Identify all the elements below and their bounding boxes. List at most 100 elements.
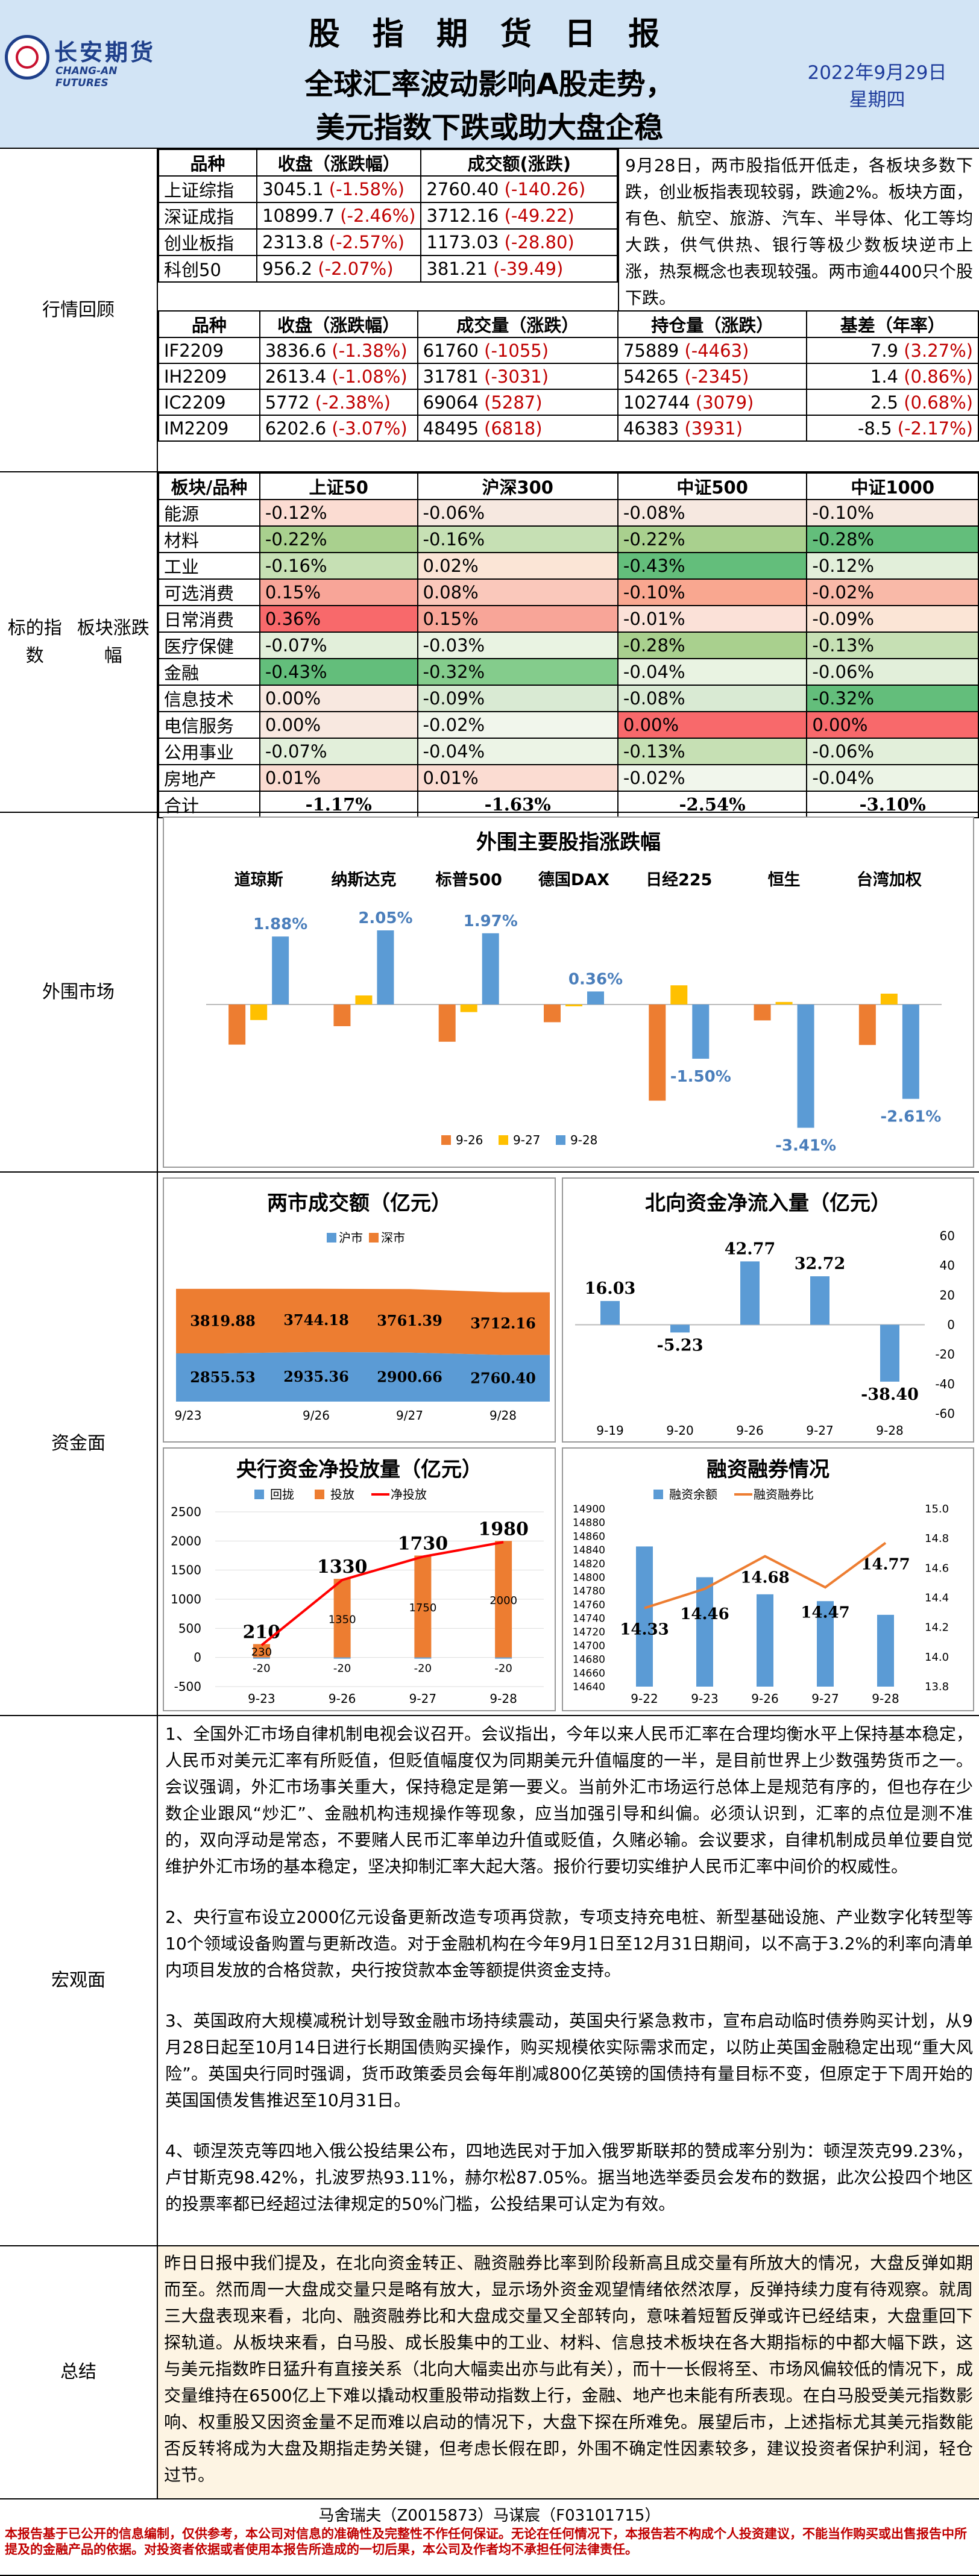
bar-融资余额	[696, 1577, 713, 1687]
bar-9-26	[544, 1004, 561, 1023]
data-label: 2900.66	[377, 1368, 442, 1385]
volume-value: 48495	[423, 418, 479, 439]
table-row: 信息技术 0.00% -0.09% -0.08% -0.32%	[158, 685, 979, 712]
sector-change: 0.01%	[259, 764, 418, 792]
chart-title: 外围主要股指涨跌幅	[476, 830, 661, 854]
oi-change: (3079)	[695, 392, 754, 413]
sector-change: 0.08%	[417, 578, 619, 606]
sector-name: 医疗保健	[158, 631, 260, 659]
report-date: 2022年9月29日	[807, 62, 947, 84]
sector-change: -0.08%	[617, 685, 808, 712]
headline-line1: 全球汇率波动影响A股走势，	[304, 67, 675, 101]
sector-name: 金融	[158, 658, 260, 686]
y-tick-label-left: 14760	[573, 1599, 605, 1611]
total-change: -1.63%	[417, 791, 619, 818]
contract-close: 5772 (-2.38%)	[259, 389, 418, 416]
legend-swatch	[556, 1135, 565, 1145]
amount-value: 1173.03	[426, 232, 499, 252]
contract-oi: 75889 (-4463)	[617, 337, 808, 364]
table-row: IF2209 3836.6 (-1.38%) 61760 (-1055) 75889 …	[158, 337, 979, 364]
sector-change: -0.12%	[806, 552, 979, 580]
sector-change: 0.02%	[417, 552, 619, 580]
y-tick-label: 1000	[171, 1592, 201, 1606]
data-label: -3.41%	[775, 1137, 836, 1155]
basis-rate: (-2.17%)	[897, 418, 973, 439]
legend-swatch	[327, 1233, 336, 1243]
contract-volume: 48495 (6818)	[417, 415, 619, 442]
table-header: 成交额(涨跌)	[420, 149, 618, 177]
amount-change: (-49.22)	[504, 205, 574, 226]
sector-name: 可选消费	[158, 578, 260, 606]
oi-change: (-2345)	[684, 366, 749, 387]
change-pct: (-2.57%)	[329, 232, 405, 252]
category-label: 恒生	[768, 871, 801, 889]
bar	[810, 1276, 829, 1325]
oi-value: 75889	[623, 340, 679, 361]
chart-title: 两市成交额（亿元）	[267, 1191, 452, 1215]
close-value: 5772	[265, 392, 310, 413]
sector-change: -0.32%	[417, 658, 619, 686]
x-tick-label: 9-23	[248, 1691, 275, 1706]
y-tick-label-right: 14.2	[925, 1622, 949, 1634]
data-label: 0.36%	[568, 970, 623, 988]
data-label: -1.50%	[670, 1068, 731, 1086]
volume-change: (-1055)	[484, 340, 549, 361]
sector-name: 能源	[158, 499, 260, 527]
legend-swatch	[369, 1233, 379, 1243]
sector-change: -0.07%	[259, 738, 418, 765]
y-tick-label-right: 15.0	[925, 1503, 949, 1515]
sector-change: -0.04%	[417, 738, 619, 765]
bar-9-26	[333, 1004, 351, 1026]
category-label: 日经225	[646, 870, 712, 889]
sector-change: -0.28%	[806, 525, 979, 553]
ratio-label: 14.47	[801, 1603, 849, 1622]
basis-value: 2.5	[870, 392, 899, 413]
net-label: 210	[243, 1622, 281, 1643]
y-tick-label: 1500	[171, 1563, 201, 1578]
sector-name: 工业	[158, 552, 260, 580]
y-tick-label: 0	[947, 1318, 955, 1332]
amount-value: 3712.16	[426, 205, 499, 226]
close-value: 3836.6	[265, 340, 327, 361]
bar	[600, 1301, 620, 1325]
sector-change: 0.00%	[617, 711, 808, 739]
y-tick-label-right: 13.8	[925, 1681, 949, 1693]
ratio-label: 14.46	[680, 1605, 729, 1623]
change-pct: (-3.07%)	[332, 418, 408, 439]
data-label: -20	[414, 1662, 432, 1675]
sector-label-line1: 标的指数	[7, 617, 62, 666]
sector-change: 0.00%	[806, 711, 979, 739]
northbound-chart-panel: 北向资金净流入量（亿元） 60 40 20 0 -20 -40 -60 16.03 9-19 -5.…	[562, 1177, 974, 1443]
sector-change: -0.01%	[617, 605, 808, 633]
logo-emblem-icon	[5, 35, 49, 80]
sector-change: -0.02%	[617, 764, 808, 792]
bar-融资余额	[757, 1594, 773, 1687]
bar-9-26	[754, 1004, 771, 1021]
bar-融资余额	[817, 1601, 834, 1687]
bar-9-27	[880, 994, 898, 1004]
bar	[880, 1324, 899, 1382]
table-header: 持仓量（涨跌）	[617, 310, 808, 338]
data-label: 2760.40	[470, 1369, 536, 1387]
y-tick-label-left: 14700	[573, 1640, 605, 1652]
table-row: IH2209 2613.4 (-1.08%) 31781 (-3031) 54265 …	[158, 363, 979, 390]
bar-9-27	[250, 1004, 268, 1020]
bar	[670, 1324, 690, 1333]
bar-9-27	[355, 995, 373, 1004]
sector-change: -0.09%	[417, 685, 619, 712]
section-label-summary: 总结	[0, 2246, 158, 2498]
legend-swatch	[254, 1490, 264, 1499]
x-tick-label: 9-19	[596, 1423, 623, 1438]
contract-basis: 7.9 (3.27%)	[806, 337, 979, 364]
x-tick-label: 9-28	[876, 1423, 903, 1438]
y-tick-label-right: 14.0	[925, 1651, 949, 1664]
y-tick-label: 0	[194, 1650, 201, 1665]
legend-label: 融资余额	[669, 1487, 717, 1502]
category-label: 标普500	[436, 870, 502, 889]
x-tick-label: 9/26	[303, 1408, 330, 1423]
futures-table: 品种 收盘（涨跌幅） 成交量（涨跌） 持仓量（涨跌） 基差（年率） IF2209 3836.…	[158, 310, 979, 442]
sector-change: -0.13%	[806, 631, 979, 659]
change-pct: (-2.07%)	[318, 259, 394, 279]
sector-change: -0.02%	[417, 711, 619, 739]
